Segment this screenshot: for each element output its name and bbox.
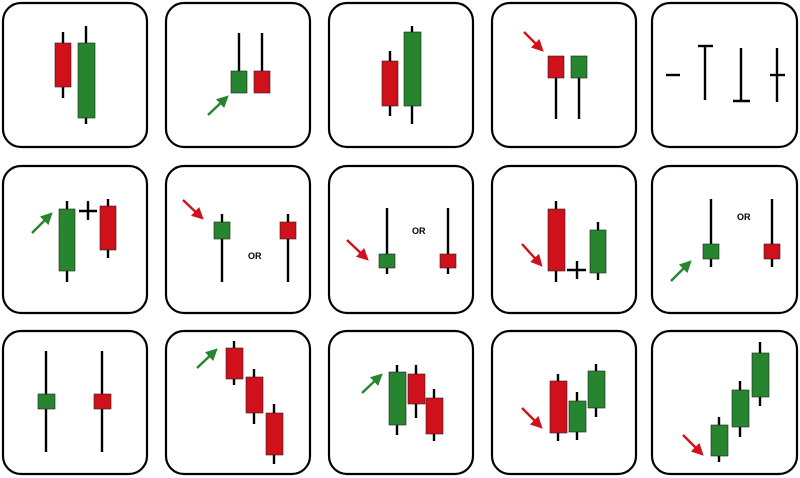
panel-frame — [327, 1, 475, 149]
bearish-candle — [547, 208, 566, 272]
bullish-candle — [568, 400, 587, 433]
panel-1 — [1, 1, 149, 149]
bearish-candle — [547, 55, 565, 79]
panel-8: OR — [327, 164, 475, 315]
panel-2 — [164, 1, 312, 149]
panel-frame — [164, 164, 312, 315]
bearish-candle — [225, 347, 244, 380]
bullish-candle — [388, 371, 407, 426]
bullish-candle — [710, 424, 729, 457]
bearish-candle — [54, 42, 72, 88]
bullish-candle — [37, 393, 56, 410]
bullish-candle — [77, 42, 96, 119]
up-arrow-icon — [670, 260, 692, 282]
panel-6 — [1, 164, 149, 315]
bullish-candle — [58, 208, 76, 272]
bullish-candle — [751, 352, 770, 398]
bullish-candle — [570, 55, 588, 79]
panel-4 — [490, 1, 638, 149]
bullish-candle — [213, 221, 231, 240]
bearish-candle — [245, 376, 264, 414]
panel-frame — [650, 164, 799, 315]
down-arrow-icon — [521, 407, 543, 429]
bearish-candle — [763, 243, 781, 260]
down-arrow-icon — [346, 239, 369, 261]
bullish-candle — [587, 370, 606, 409]
up-arrow-icon — [31, 212, 53, 234]
up-arrow-icon — [196, 348, 218, 369]
bullish-candle — [589, 229, 607, 274]
up-arrow-icon — [361, 373, 383, 394]
bearish-candle — [99, 205, 117, 251]
panel-frame — [1, 1, 149, 149]
bearish-candle — [279, 221, 297, 240]
panel-frame — [327, 164, 475, 315]
bullish-candle — [702, 243, 720, 260]
panel-11 — [1, 329, 149, 476]
panel-frame — [650, 1, 799, 149]
bullish-candle — [403, 31, 422, 107]
down-arrow-icon — [182, 199, 204, 220]
bearish-candle — [253, 70, 271, 94]
bearish-candle — [407, 373, 426, 405]
or-label: OR — [412, 226, 426, 236]
bullish-candle — [230, 70, 248, 94]
bullish-candle — [378, 253, 396, 269]
panel-3 — [327, 1, 475, 149]
up-arrow-icon — [207, 95, 229, 116]
bearish-candle — [549, 380, 568, 434]
or-label: OR — [737, 212, 751, 222]
panel-14 — [490, 329, 638, 476]
panel-9 — [490, 164, 638, 315]
panel-7: OR — [164, 164, 312, 315]
panel-5 — [650, 1, 799, 149]
down-arrow-icon — [523, 31, 544, 52]
panel-frame — [1, 329, 149, 476]
bearish-candle — [93, 393, 112, 410]
panel-13 — [327, 329, 475, 476]
down-arrow-icon — [521, 243, 543, 267]
bearish-candle — [439, 253, 457, 269]
bearish-candle — [381, 60, 399, 107]
panel-10: OR — [650, 164, 799, 315]
or-label: OR — [248, 251, 262, 261]
bearish-candle — [265, 412, 284, 456]
down-arrow-icon — [682, 434, 704, 456]
bullish-candle — [731, 389, 750, 428]
panel-15 — [650, 329, 799, 476]
bearish-candle — [425, 397, 444, 435]
panel-12 — [164, 329, 312, 476]
